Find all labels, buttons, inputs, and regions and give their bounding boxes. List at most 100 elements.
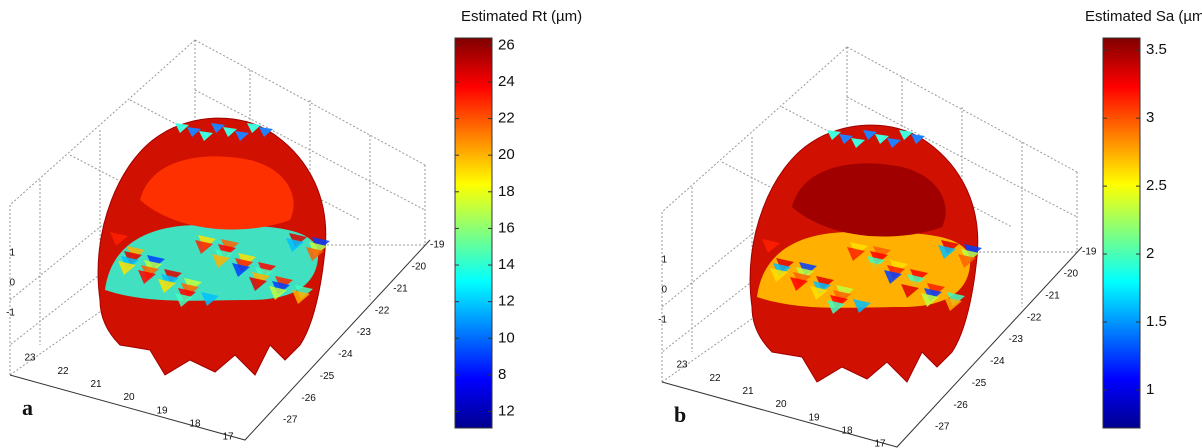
- colorbar-tick-label: 18: [498, 183, 515, 200]
- grid-line: [9, 39, 196, 206]
- y-tick-label: -24: [338, 349, 353, 360]
- surface-facet: [175, 293, 193, 307]
- surface-facet: [810, 286, 828, 300]
- colorbar-tick-label: 2.5: [1146, 177, 1167, 194]
- surface-facet: [790, 277, 808, 291]
- surface-facet: [938, 245, 956, 259]
- surface-facet: [901, 284, 919, 298]
- surface-facet: [292, 290, 310, 304]
- surface-facet: [249, 277, 267, 291]
- panel: 1 0 -1 -19-20 -21-22-23 -24-25 -26-27 23 22 21 20 1…: [658, 46, 1097, 448]
- surface-facet: [851, 138, 865, 148]
- colorbar: [454, 37, 493, 429]
- surface-facet: [232, 263, 250, 277]
- surface-facet: [853, 299, 871, 313]
- y-tick-label: -19: [430, 240, 445, 251]
- colorbar-tick-label: 2: [1146, 245, 1154, 262]
- surface-facet: [887, 138, 901, 148]
- grid-line: [661, 46, 848, 213]
- surface-facet: [911, 134, 925, 144]
- y-tick-label: -24: [990, 356, 1005, 367]
- x-tick-label: 23: [676, 360, 688, 371]
- x-tick-label: 19: [156, 405, 168, 416]
- axis-line: [661, 246, 1083, 448]
- surface-facet: [770, 268, 788, 282]
- surface-facet: [827, 300, 845, 314]
- y-tick-label: -25: [972, 378, 987, 389]
- surface-facet: [212, 254, 230, 268]
- x-tick-label: 22: [709, 373, 721, 384]
- surface-facet: [211, 123, 225, 133]
- y-tick-label: -27: [935, 422, 950, 433]
- y-tick-label: -22: [1027, 312, 1042, 323]
- y-tick-label: -20: [1064, 269, 1079, 280]
- surface-facet: [138, 270, 156, 284]
- z-tick-label: 1: [661, 255, 667, 266]
- x-tick-label: 18: [841, 425, 853, 436]
- colorbar-tick-label: 3.5: [1146, 41, 1167, 58]
- surface-facet: [223, 127, 237, 137]
- colorbar-tick-label: 12: [498, 402, 515, 419]
- x-tick-label: 17: [222, 432, 234, 443]
- surface-facet: [944, 297, 962, 311]
- y-tick-label: -23: [357, 327, 372, 338]
- surface-facet: [269, 286, 287, 300]
- surface-facet: [958, 254, 976, 268]
- colorbar-tick-label: 24: [498, 73, 515, 90]
- x-tick-label: 22: [57, 366, 69, 377]
- surface-facet: [921, 293, 939, 307]
- x-tick-label: 20: [775, 399, 787, 410]
- y-tick-label: -27: [283, 415, 298, 426]
- x-tick-label: 19: [808, 412, 820, 423]
- colorbar-tick-label: 14: [498, 256, 515, 273]
- colorbar-tick-label: 22: [498, 110, 515, 127]
- surface-facet: [847, 247, 865, 261]
- surface-facet: [286, 238, 304, 252]
- z-tick-label: 0: [9, 278, 15, 289]
- surface-facet: [118, 261, 136, 275]
- z-tick-label: 0: [661, 285, 667, 296]
- y-tick-label: -19: [1082, 247, 1097, 258]
- surface-facet: [110, 232, 128, 246]
- surface-facet: [762, 239, 780, 253]
- colorbar-tick-label: 10: [498, 329, 515, 346]
- surface-facet: [259, 127, 273, 137]
- x-tick-label: 21: [742, 386, 754, 397]
- x-tick-label: 20: [123, 392, 135, 403]
- y-tick-label: -21: [1045, 290, 1060, 301]
- y-tick-label: -21: [393, 283, 408, 294]
- z-tick-label: -1: [658, 315, 667, 326]
- panel-label: a: [22, 395, 33, 420]
- surface-facet: [199, 131, 213, 141]
- surface-facet: [175, 123, 189, 133]
- surface-facet: [187, 127, 201, 137]
- grid-line: [194, 89, 426, 211]
- surface-facet: [899, 130, 913, 140]
- surface-facet: [884, 270, 902, 284]
- surface-facet: [863, 130, 877, 140]
- colorbar-tick-label: 16: [498, 219, 515, 236]
- colorbar-tick-label: 3: [1146, 109, 1154, 126]
- surface-facet: [158, 279, 176, 293]
- colorbar-tick-label: 1: [1146, 381, 1154, 398]
- z-tick-label: -1: [6, 308, 15, 319]
- surface-facet: [875, 134, 889, 144]
- colorbar-tick-label: 26: [498, 36, 515, 53]
- surface-facet: [235, 131, 249, 141]
- surface-facet: [839, 134, 853, 144]
- surface-facet: [864, 261, 882, 275]
- colorbar-title: Estimated Rt (µm): [461, 8, 582, 25]
- y-tick-label: -25: [320, 371, 335, 382]
- colorbar-title: Estimated Sa (µm): [1085, 8, 1202, 25]
- y-tick-label: -23: [1009, 334, 1024, 345]
- panel: 1 0 -1 -19-20 -21-22-23 -24-25 -26-27 23 22 21 20 1…: [6, 39, 445, 443]
- colorbar-tick-label: 20: [498, 146, 515, 163]
- x-tick-label: 21: [90, 379, 102, 390]
- surface-facet: [306, 247, 324, 261]
- x-tick-label: 18: [189, 418, 201, 429]
- colorbar-tick-label: 1.5: [1146, 313, 1167, 330]
- grid-line: [846, 96, 1078, 218]
- surface-facet: [247, 123, 261, 133]
- colorbar: [1102, 37, 1141, 429]
